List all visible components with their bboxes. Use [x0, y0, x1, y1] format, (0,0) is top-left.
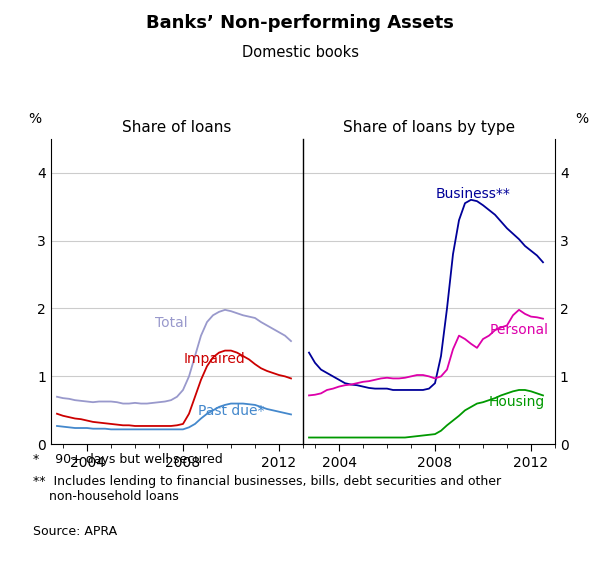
Text: Personal: Personal — [490, 323, 548, 337]
Text: Past due*: Past due* — [198, 404, 264, 418]
Text: Business**: Business** — [436, 187, 511, 201]
Title: Share of loans: Share of loans — [122, 120, 232, 135]
Text: Banks’ Non-performing Assets: Banks’ Non-performing Assets — [146, 14, 454, 32]
Text: %: % — [575, 113, 588, 126]
Title: Share of loans by type: Share of loans by type — [343, 120, 515, 135]
Text: **  Includes lending to financial businesses, bills, debt securities and other
 : ** Includes lending to financial busines… — [33, 475, 501, 503]
Text: Domestic books: Domestic books — [241, 45, 359, 61]
Text: Source: APRA: Source: APRA — [33, 525, 117, 538]
Text: %: % — [28, 113, 41, 126]
Text: *    90+ days but well secured: * 90+ days but well secured — [33, 453, 223, 466]
Text: Total: Total — [155, 316, 187, 331]
Text: Impaired: Impaired — [184, 352, 245, 366]
Text: Housing: Housing — [488, 395, 545, 409]
